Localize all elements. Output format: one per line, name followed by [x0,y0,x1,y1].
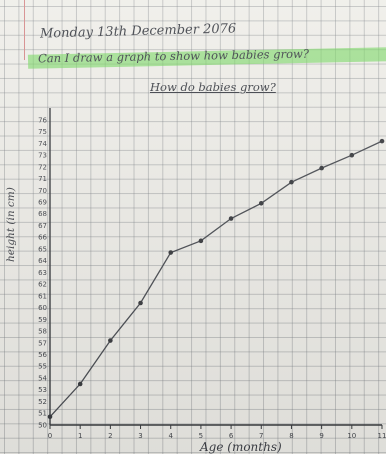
y-tick-label: 71 [38,175,47,183]
growth-line [49,140,383,418]
data-points [47,138,385,420]
y-tick-label: 54 [38,374,47,382]
y-tick-label: 69 [38,199,47,207]
data-point [168,250,174,255]
y-tick-label: 73 [38,152,47,160]
y-tick-label: 61 [38,292,47,300]
data-point [47,414,53,420]
x-tick-label: 5 [199,432,203,440]
y-tick-label: 60 [38,304,47,312]
x-tick-label: 3 [138,432,142,440]
y-tick-label: 51 [38,410,47,418]
data-point [289,179,294,185]
y-ticks: 50 51 52 53 54 55 56 57 58 59 60 61 62 63 64 65 66 67 68 69… [38,116,47,429]
y-tick-label: 58 [38,328,47,336]
data-point [379,138,385,144]
x-tick-label: 1 [78,432,82,440]
y-tick-label: 70 [38,187,47,195]
y-tick-label: 53 [38,386,47,394]
x-tick-label: 0 [48,432,52,440]
data-point [77,381,83,387]
data-point [108,338,113,343]
y-tick-label: 64 [38,257,47,265]
y-tick-label: 57 [38,339,47,347]
x-tick-label: 11 [378,432,386,440]
margin-line [24,0,25,60]
y-tick-label: 65 [38,245,47,253]
chart-title: How do babies grow? [150,80,276,94]
x-tick-label: 7 [259,432,263,440]
y-tick-label: 67 [38,222,47,230]
y-tick-label: 72 [38,163,47,171]
y-tick-label: 50 [38,421,47,429]
x-tick-label: 4 [168,432,173,440]
y-tick-label: 59 [38,316,47,324]
y-tick-label: 56 [38,351,47,359]
x-axis-label: Age (months) [200,440,282,454]
y-tick-label: 52 [38,398,47,406]
x-ticks: 0 1 2 3 4 5 6 7 8 9 10 11 [48,425,386,440]
y-tick-label: 66 [38,234,47,242]
x-tick-label: 10 [347,432,356,440]
data-point [138,300,143,306]
data-point [258,200,264,206]
y-tick-label: 76 [38,116,47,124]
x-tick-label: 6 [229,432,234,440]
y-tick-label: 74 [38,140,47,148]
x-tick-label: 9 [319,432,323,440]
x-tick-label: 8 [289,432,293,440]
y-tick-label: 63 [38,269,47,277]
data-point [198,238,204,244]
x-tick-label: 2 [108,432,112,440]
data-point [319,165,324,171]
y-tick-label: 75 [38,128,47,136]
y-tick-label: 62 [38,281,47,289]
y-tick-label: 68 [38,210,47,218]
data-point [228,216,234,221]
data-point [349,152,355,158]
y-tick-label: 55 [38,363,47,371]
